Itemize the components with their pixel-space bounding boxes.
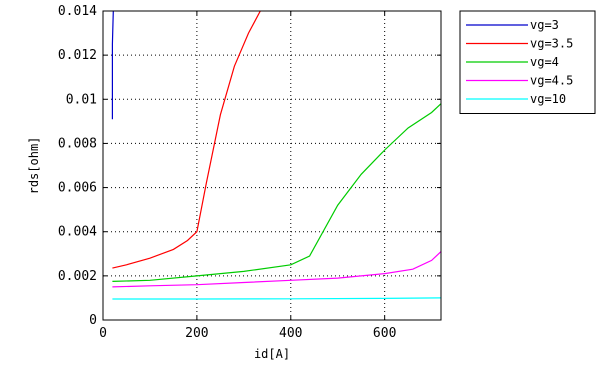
- y-tick-label: 0.004: [58, 225, 97, 240]
- legend: vg=3 vg=3.5 vg=4 vg=4.5 vg=10: [459, 10, 596, 114]
- series-line-vg-10: [112, 297, 441, 300]
- legend-label-vg-3-5: vg=3.5: [530, 37, 573, 51]
- y-tick-label: 0: [89, 313, 97, 328]
- series-line-vg-3-5: [112, 11, 261, 269]
- y-tick-label: 0.014: [58, 4, 97, 19]
- grid: [103, 11, 441, 320]
- series-layer: [111, 11, 441, 300]
- legend-label-vg-4: vg=4: [530, 55, 559, 69]
- legend-label-vg-10: vg=10: [530, 92, 566, 106]
- y-tick-label: 0.008: [58, 136, 97, 151]
- legend-label-vg-3: vg=3: [530, 18, 559, 32]
- series-line-vg-4: [112, 103, 441, 282]
- series-line-vg-4-5: [112, 251, 441, 288]
- x-tick-label: 400: [279, 326, 302, 341]
- series-line-vg-3: [111, 11, 114, 120]
- y-tick-label: 0.006: [58, 181, 97, 196]
- x-axis-title: id[A]: [254, 347, 290, 361]
- legend-label-vg-4-5: vg=4.5: [530, 74, 573, 88]
- plot-frame: [102, 10, 442, 321]
- y-tick-label: 0.012: [58, 48, 97, 63]
- y-tick-label: 0.01: [66, 92, 97, 107]
- x-tick-label: 0: [99, 326, 107, 341]
- x-tick-label: 600: [373, 326, 396, 341]
- x-tick-label: 200: [185, 326, 208, 341]
- y-tick-label: 0.002: [58, 269, 97, 284]
- ticks: 0 200 400 600 0 0.002 0.004 0.006 0.008 0.01 0.012…: [58, 4, 441, 341]
- y-axis-title: rds[ohm]: [27, 137, 41, 195]
